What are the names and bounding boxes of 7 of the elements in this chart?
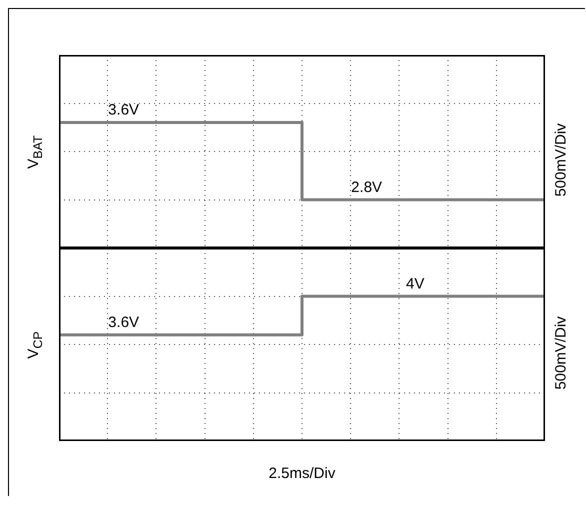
y2-axis-title: 500mV/Div <box>552 122 570 196</box>
data-label: 2.8V <box>351 178 382 196</box>
data-label: 4V <box>406 275 424 292</box>
data-label: 3.6V <box>108 102 140 119</box>
x-axis-title: 2.5ms/Div <box>268 465 336 482</box>
y2-axis-title: 500mV/Div <box>552 316 570 390</box>
data-label: 3.6V <box>108 314 140 331</box>
